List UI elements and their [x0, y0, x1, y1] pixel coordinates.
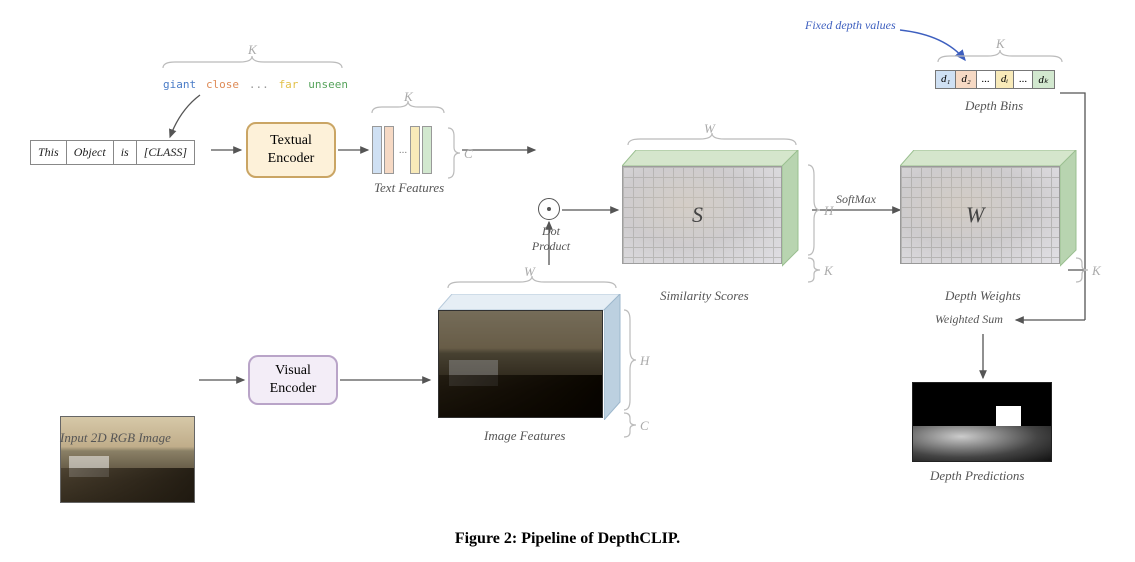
similarity-cube: S [622, 150, 802, 280]
weights-k: K [1092, 263, 1101, 279]
text-features-label: Text Features [374, 180, 444, 196]
token-class: [CLASS] [136, 140, 195, 165]
text-features: ... [372, 126, 434, 174]
text-features-c: C [464, 146, 473, 162]
image-features-w: W [524, 264, 535, 280]
dot-product-icon [538, 198, 560, 220]
class-word-unseen: unseen [308, 78, 348, 91]
similarity-label: Similarity Scores [660, 288, 749, 304]
bin-d1: d₁ [935, 70, 956, 89]
tf-bar-4 [422, 126, 432, 174]
depth-bins-label: Depth Bins [965, 98, 1023, 114]
text-features-k: K [404, 89, 413, 105]
tf-bar-1 [384, 126, 394, 174]
bin-ell1: ... [976, 70, 996, 89]
figure-caption: Figure 2: Pipeline of DepthCLIP. [0, 530, 1135, 548]
visual-encoder-label: Visual Encoder [270, 362, 317, 398]
weights-label: Depth Weights [945, 288, 1021, 304]
bin-dk: dₖ [1032, 70, 1054, 89]
class-word-ellipsis: ... [249, 78, 269, 91]
bin-d2: d₂ [955, 70, 976, 89]
input-image-label: Input 2D RGB Image [60, 430, 171, 446]
similarity-w: W [704, 121, 715, 137]
dot-product-label: Dot Product [528, 224, 574, 254]
class-word-giant: giant [163, 78, 196, 91]
textual-encoder: Textual Encoder [246, 122, 336, 178]
depth-bins: d₁ d₂ ... dᵢ ... dₖ [935, 70, 1055, 89]
similarity-letter: S [692, 202, 703, 228]
image-features-h: H [640, 353, 649, 369]
weighted-sum-label: Weighted Sum [935, 312, 1003, 327]
visual-encoder: Visual Encoder [248, 355, 338, 405]
similarity-h: H [824, 203, 833, 219]
class-words: giant close ... far unseen [163, 78, 348, 91]
tf-bar-3 [410, 126, 420, 174]
depth-bins-k: K [996, 36, 1005, 52]
depth-predictions [912, 382, 1052, 462]
class-word-close: close [206, 78, 239, 91]
fixed-depth-note: Fixed depth values [805, 18, 896, 33]
similarity-k: K [824, 263, 833, 279]
textual-encoder-label: Textual Encoder [268, 132, 315, 168]
token-is: is [113, 140, 137, 165]
tf-ellipsis: ... [396, 126, 410, 174]
token-this: This [30, 140, 67, 165]
token-object: Object [66, 140, 114, 165]
bin-ell2: ... [1013, 70, 1033, 89]
prompt-tokens: This Object is [CLASS] [30, 140, 195, 165]
class-word-far: far [279, 78, 299, 91]
bin-di: dᵢ [995, 70, 1014, 89]
class-words-brace-k: K [248, 42, 257, 58]
weights-cube: W [900, 150, 1080, 280]
image-features-label: Image Features [484, 428, 565, 444]
image-features-cube [438, 294, 638, 434]
depth-predictions-label: Depth Predictions [930, 468, 1024, 484]
weights-letter: W [966, 202, 984, 228]
tf-bar-0 [372, 126, 382, 174]
image-features-c: C [640, 418, 649, 434]
softmax-label: SoftMax [836, 192, 876, 207]
